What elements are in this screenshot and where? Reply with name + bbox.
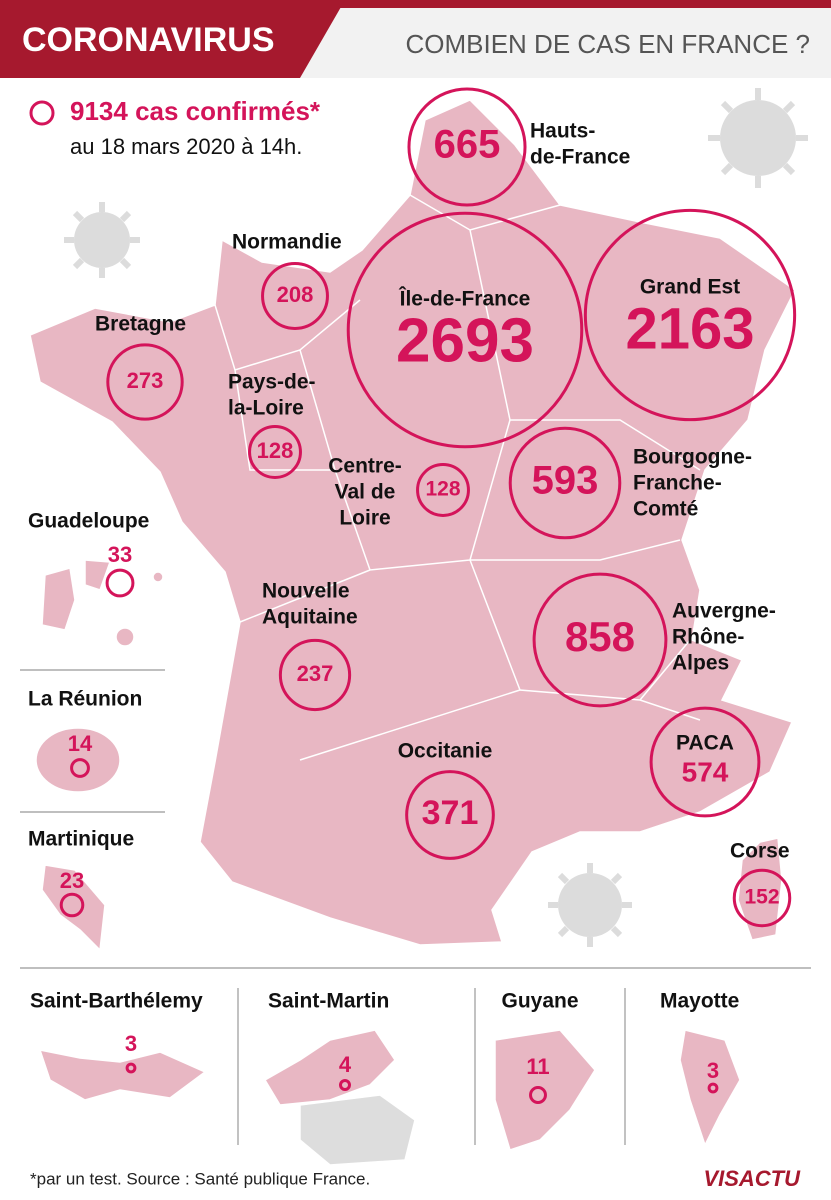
case-count: 208	[277, 282, 314, 307]
case-bubble	[59, 892, 85, 918]
case-bubble	[70, 758, 90, 778]
case-count: 273	[127, 368, 164, 393]
region-name: Franche-	[633, 472, 722, 495]
header-badge: CORONAVIRUS	[22, 21, 275, 59]
case-bubble	[532, 572, 668, 708]
region-name: Normandie	[232, 231, 342, 254]
case-count: 2693	[396, 306, 534, 375]
region-name: la-Loire	[228, 397, 304, 420]
case-count: 11	[526, 1054, 549, 1079]
case-bubble	[508, 426, 622, 540]
region-name: Pays-de-	[228, 371, 316, 394]
overseas-map	[35, 559, 741, 1166]
region-name: Alpes	[672, 652, 729, 675]
footer-note: *par un test. Source : Santé publique Fr…	[30, 1169, 370, 1188]
case-bubble	[649, 706, 761, 818]
case-bubble	[248, 425, 302, 479]
case-count: 665	[434, 123, 501, 167]
case-bubble	[405, 770, 495, 860]
case-bubble	[732, 868, 792, 928]
case-count: 371	[422, 794, 479, 832]
region-name: Occitanie	[398, 740, 493, 763]
region-name: Guyane	[501, 990, 578, 1013]
region-name: Aquitaine	[262, 606, 358, 629]
corse-map	[737, 837, 783, 941]
case-bubble	[106, 343, 184, 421]
footer-logo: VISACTU	[703, 1166, 801, 1191]
region-name: Rhône-	[672, 626, 744, 649]
case-count: 128	[257, 438, 294, 463]
case-bubble	[707, 1082, 719, 1094]
virus-icon	[74, 100, 796, 937]
region-name: Centre-	[328, 455, 402, 478]
legend-symbol	[29, 100, 55, 126]
case-count: 33	[108, 542, 132, 567]
case-count: 574	[682, 756, 729, 787]
region-name: Île-de-France	[399, 287, 531, 311]
region-name: Saint-Martin	[268, 990, 389, 1013]
case-count: 128	[425, 478, 460, 501]
region-name: Saint-Barthélemy	[30, 990, 203, 1013]
region-name: PACA	[676, 732, 734, 755]
header-rule	[0, 0, 831, 8]
header-band	[300, 8, 831, 78]
case-count: 14	[68, 731, 93, 756]
header-badge-bg	[0, 0, 345, 78]
header-title: COMBIEN DE CAS EN FRANCE ?	[405, 29, 810, 59]
case-bubble	[278, 638, 352, 712]
case-bubble	[346, 211, 584, 449]
virus-spikes	[64, 88, 808, 947]
case-bubble	[583, 208, 797, 422]
region-name: Grand Est	[640, 276, 740, 299]
france-map	[29, 99, 796, 946]
separators	[20, 669, 811, 1145]
region-name: Martinique	[28, 828, 134, 851]
case-count: 858	[565, 613, 635, 660]
case-bubble	[105, 568, 135, 598]
region-name: Guadeloupe	[28, 510, 149, 533]
region-name: La Réunion	[28, 688, 142, 711]
case-bubble	[261, 262, 329, 330]
case-count: 23	[60, 868, 84, 893]
case-count: 2163	[625, 296, 754, 361]
case-bubble	[529, 1086, 547, 1104]
case-bubble	[407, 87, 527, 207]
case-count: 3	[707, 1058, 719, 1083]
case-count: 4	[339, 1052, 352, 1077]
legend-date: au 18 mars 2020 à 14h.	[70, 134, 302, 159]
region-name: Mayotte	[660, 990, 739, 1013]
region-name: Bourgogne-	[633, 446, 752, 469]
region-borders	[214, 194, 701, 761]
region-name: Loire	[339, 507, 390, 530]
region-name: Comté	[633, 498, 698, 521]
region-name: Val de	[335, 481, 396, 504]
region-name: Bretagne	[95, 313, 186, 336]
case-count: 152	[744, 886, 779, 909]
case-bubble	[416, 463, 470, 517]
case-bubble	[339, 1079, 351, 1091]
case-count: 237	[297, 661, 334, 686]
region-name: Hauts-	[530, 120, 595, 143]
region-name: Auvergne-	[672, 600, 776, 623]
case-count: 3	[125, 1031, 137, 1056]
case-count: 593	[532, 459, 599, 503]
case-bubble	[125, 1062, 137, 1074]
region-name: Nouvelle	[262, 580, 350, 603]
region-name: Corse	[730, 840, 790, 863]
region-name: de-France	[530, 146, 630, 169]
legend-total: 9134 cas confirmés*	[70, 96, 321, 126]
